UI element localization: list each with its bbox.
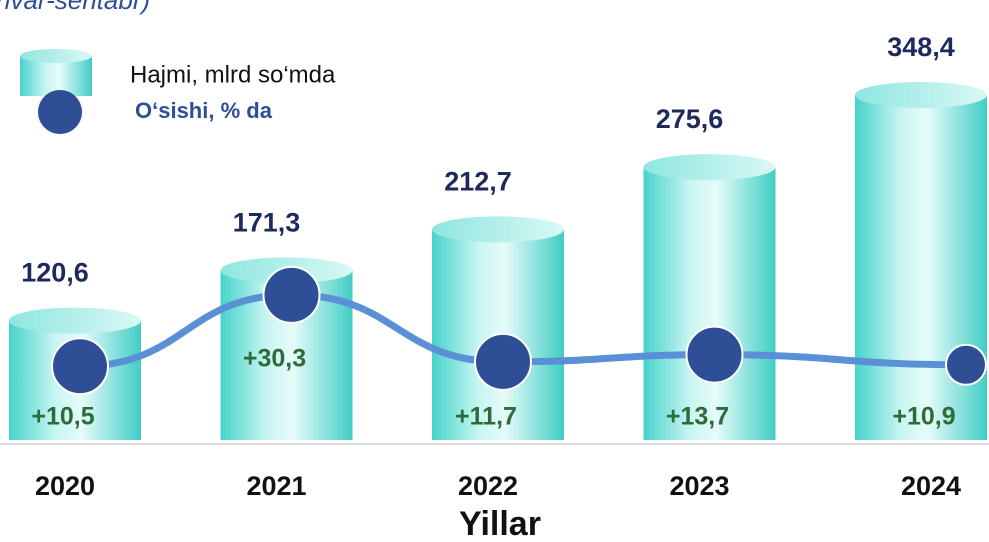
bar-top bbox=[9, 307, 141, 334]
bar-value-label: 171,3 bbox=[233, 207, 301, 237]
legend-label: Hajmi, mlrd so‘mda bbox=[130, 61, 336, 88]
bar-value-label: 348,4 bbox=[887, 32, 955, 62]
growth-dot bbox=[474, 332, 532, 391]
x-tick-label: 2023 bbox=[669, 471, 729, 501]
x-tick-label: 2021 bbox=[246, 471, 306, 501]
growth-label: +10,9 bbox=[892, 403, 955, 431]
x-axis-label: Yillar bbox=[459, 505, 541, 542]
growth-dot bbox=[685, 325, 744, 384]
x-tick-label: 2022 bbox=[458, 471, 518, 501]
legend-label: O‘sishi, % da bbox=[135, 98, 273, 123]
growth-label: +13,7 bbox=[666, 403, 729, 431]
legend-swatch-top bbox=[20, 49, 92, 63]
bar bbox=[855, 95, 987, 440]
bar-value-label: 275,6 bbox=[656, 104, 724, 134]
bar-top bbox=[432, 216, 564, 243]
legend-swatch-dot bbox=[38, 90, 82, 134]
bar-value-label: 120,6 bbox=[21, 258, 89, 288]
chart-title: nvar-sentabr) bbox=[0, 0, 150, 15]
growth-dot bbox=[51, 337, 109, 396]
bar-top bbox=[855, 82, 987, 108]
bar-value-label: 212,7 bbox=[444, 167, 512, 197]
bar bbox=[643, 167, 776, 441]
x-tick-label: 2020 bbox=[35, 471, 95, 501]
growth-dot bbox=[945, 343, 987, 386]
bar-top bbox=[643, 154, 776, 181]
growth-dot bbox=[262, 265, 321, 324]
x-tick-label: 2024 bbox=[901, 471, 961, 501]
growth-label: +11,7 bbox=[455, 403, 517, 431]
growth-label: +30,3 bbox=[243, 345, 306, 373]
growth-label: +10,5 bbox=[31, 403, 94, 431]
